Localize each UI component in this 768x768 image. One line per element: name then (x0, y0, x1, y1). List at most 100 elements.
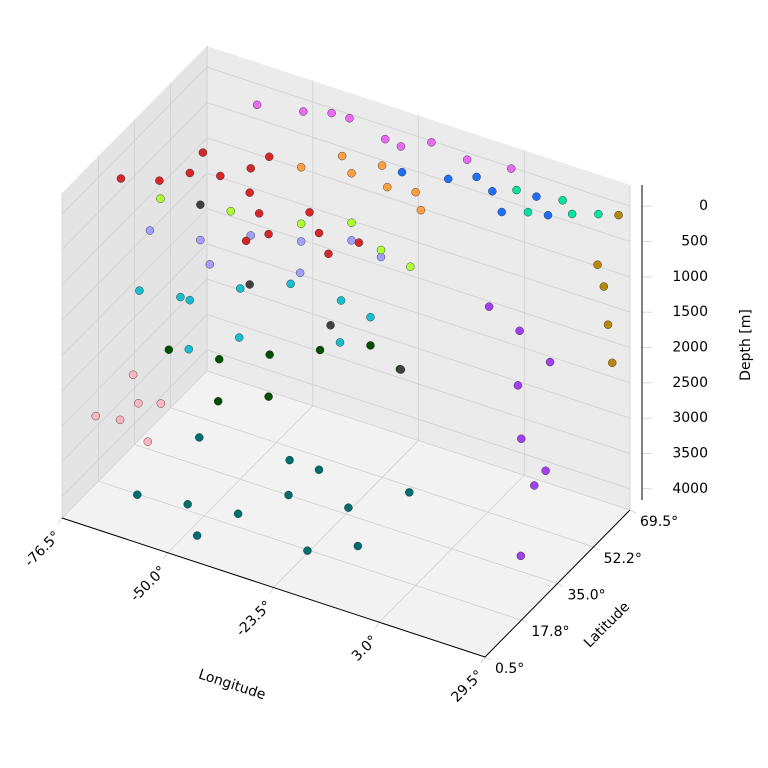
point (156, 399, 166, 408)
grid-line (61, 349, 208, 498)
point (314, 228, 324, 238)
point (286, 279, 295, 289)
point (347, 169, 356, 178)
x-tick-label: -23.5° (233, 598, 275, 640)
point (397, 167, 407, 177)
point (462, 155, 472, 164)
point (285, 455, 294, 465)
x-tick (269, 587, 274, 594)
point (427, 138, 436, 147)
point (530, 481, 539, 490)
grid-line (61, 66, 208, 215)
point (396, 142, 406, 151)
point (314, 465, 324, 474)
grid-line (61, 314, 208, 462)
point (366, 341, 375, 350)
x-tick (57, 517, 63, 525)
y-tick (629, 509, 637, 514)
x-tick (163, 552, 169, 559)
point (558, 196, 567, 205)
point (353, 541, 363, 551)
point (116, 174, 126, 183)
point (327, 108, 336, 118)
grid-line (206, 208, 631, 348)
point (335, 338, 345, 347)
point (532, 192, 541, 201)
point (185, 168, 195, 178)
point (216, 171, 225, 181)
point (205, 260, 214, 269)
grid-line (134, 444, 558, 584)
grid-line (61, 137, 208, 286)
x-tick-label: 3.0° (349, 633, 381, 665)
y-tick-label: 52.2° (604, 551, 642, 567)
point (347, 236, 356, 245)
x-tick-label: -50.0° (128, 563, 170, 605)
point (284, 490, 293, 500)
point (133, 490, 142, 499)
grid-line (206, 102, 631, 242)
x-tick-label: 29.5° (448, 667, 486, 705)
point (296, 163, 306, 172)
y-tick-label: 69.5° (640, 514, 678, 530)
y-axis-label: Latitude (581, 599, 633, 651)
grid-line (61, 172, 208, 321)
grid-line (61, 208, 208, 356)
point (444, 174, 453, 184)
y-tick (593, 546, 600, 551)
grid-line (206, 66, 631, 207)
point (366, 312, 375, 322)
point (345, 114, 354, 123)
point (344, 503, 353, 512)
grid-line (61, 243, 208, 392)
grid-line (170, 407, 594, 548)
point (513, 381, 523, 390)
point (245, 188, 254, 197)
y-tick-label: 0.5° (495, 661, 524, 677)
point (213, 397, 223, 406)
point (305, 208, 314, 217)
point (135, 286, 144, 295)
z-tick-label: 4000 (672, 481, 708, 497)
point (245, 280, 254, 289)
point (337, 151, 347, 161)
point (156, 194, 165, 203)
grid-line (61, 278, 208, 427)
point (594, 209, 603, 219)
z-tick-label: 1500 (672, 304, 708, 320)
grid-line (206, 172, 631, 313)
point (516, 551, 526, 561)
point (376, 245, 386, 255)
grid-line (206, 314, 631, 454)
point (488, 187, 497, 196)
point (234, 333, 244, 342)
point (541, 466, 550, 476)
point (515, 326, 524, 336)
point (198, 148, 208, 157)
point (411, 187, 420, 197)
point (299, 107, 308, 116)
point (91, 411, 100, 421)
point (336, 296, 346, 305)
point (233, 509, 243, 518)
axis-line (61, 517, 486, 658)
point (115, 415, 125, 425)
axis-line (484, 509, 631, 658)
point (326, 321, 335, 330)
x-tick (480, 656, 486, 664)
grid-line (206, 243, 631, 384)
point (246, 164, 255, 173)
point (303, 546, 312, 555)
point (254, 209, 264, 218)
point (241, 236, 251, 246)
x-tick (374, 622, 380, 629)
point (128, 370, 138, 379)
point (183, 500, 192, 509)
point (324, 249, 333, 259)
point (381, 134, 390, 144)
point (315, 345, 325, 355)
grid-line (206, 370, 631, 511)
y-tick (521, 619, 528, 624)
point (134, 399, 143, 408)
